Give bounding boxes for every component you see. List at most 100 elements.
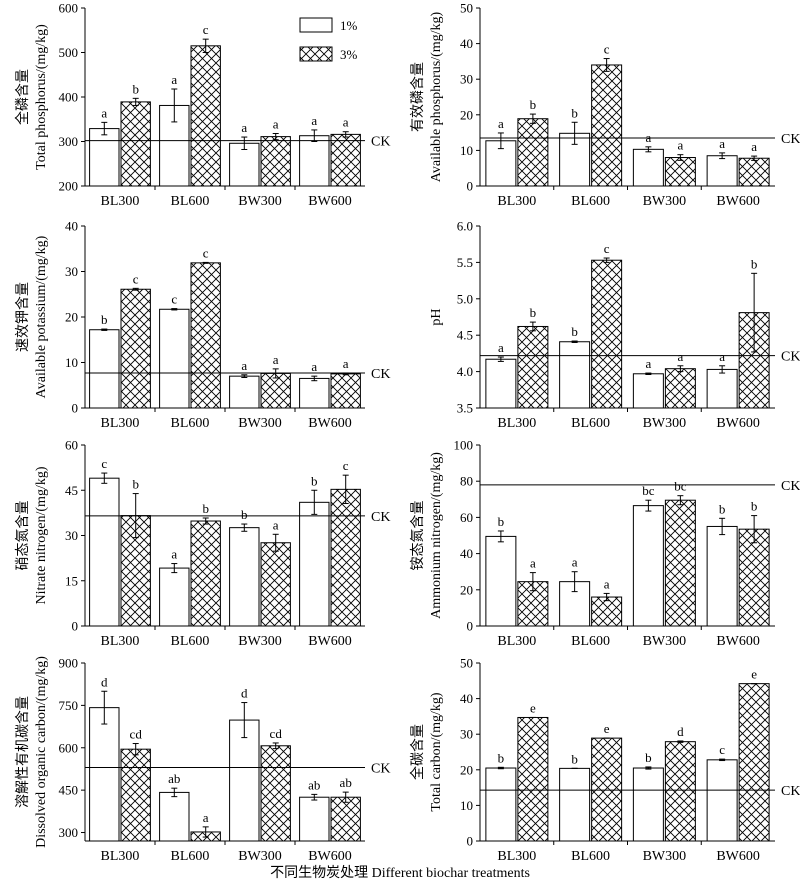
bar-1pct — [485, 358, 517, 409]
y-tick-label: 4.5 — [457, 328, 473, 343]
y-tick-label: 750 — [59, 698, 79, 713]
significance-letter: b — [571, 324, 578, 339]
significance-letter: a — [273, 352, 279, 367]
ck-label: CK — [371, 367, 390, 382]
significance-letter: c — [203, 22, 209, 37]
ck-label: CK — [781, 350, 800, 365]
bar-1pct — [229, 527, 260, 627]
panel-ph: 3.5 4.0 4.5 5.0 5.5 6.0 BL300 a b BL600 b c BW300 a a B… — [429, 219, 800, 432]
y-tick-label: 0 — [72, 619, 79, 634]
y-axis-title-cn: 有效磷含量 — [410, 62, 426, 132]
y-axis-title-cn: 全磷含量 — [14, 69, 31, 125]
y-axis-title-en: Available potassium/(mg/kg) — [34, 235, 49, 398]
significance-letter: a — [604, 576, 610, 591]
y-axis-title-cn: 全碳含量 — [409, 724, 426, 780]
y-tick-label: 6.0 — [457, 219, 473, 234]
x-axis-label: 不同生物炭处理 Different biochar treatments — [270, 866, 530, 881]
significance-letter: b — [311, 473, 318, 488]
significance-letter: a — [498, 340, 504, 355]
bar-3pct — [591, 737, 623, 842]
bar-3pct — [664, 741, 696, 842]
y-tick-label: 900 — [59, 656, 79, 671]
y-axis-title-en: Total phosphorus/(mg/kg) — [34, 24, 49, 170]
significance-letter: a — [498, 116, 504, 131]
bar-3pct — [330, 373, 361, 409]
y-axis-title-cn: 溶解性有机碳含量 — [15, 696, 31, 808]
bar-1pct — [229, 142, 260, 187]
bar-3pct — [664, 368, 696, 409]
x-tick-label: BL600 — [171, 194, 210, 209]
y-tick-label: 30 — [460, 72, 473, 87]
significance-letter: bc — [674, 479, 687, 494]
significance-letter: c — [719, 742, 725, 757]
bar-3pct — [260, 136, 291, 187]
y-tick-label: 40 — [460, 546, 473, 561]
bar-1pct — [89, 329, 120, 409]
bar-1pct — [159, 567, 190, 627]
x-tick-label: BW300 — [238, 849, 282, 864]
ck-label: CK — [371, 135, 390, 150]
x-tick-label: BL600 — [171, 849, 210, 864]
x-tick-label: BL300 — [101, 849, 140, 864]
y-tick-label: 5.0 — [457, 291, 473, 306]
bar-3pct — [738, 683, 770, 842]
y-tick-label: 40 — [65, 219, 78, 234]
significance-letter: e — [530, 700, 536, 715]
bar-3pct — [260, 542, 291, 627]
x-tick-label: BW600 — [308, 194, 352, 209]
y-tick-label: 0 — [467, 834, 474, 849]
bar-3pct — [738, 528, 770, 627]
bar-1pct — [299, 377, 330, 409]
bar-3pct — [517, 118, 549, 187]
significance-letter: a — [241, 120, 247, 135]
y-tick-label: 600 — [59, 740, 79, 755]
y-tick-label: 40 — [460, 36, 473, 51]
bar-1pct — [89, 128, 120, 187]
bar-3pct — [664, 499, 696, 627]
ck-label: CK — [781, 479, 800, 494]
y-tick-label: 10 — [460, 798, 473, 813]
y-tick-label: 3.5 — [457, 401, 473, 416]
bar-3pct — [738, 157, 770, 187]
significance-letter: a — [677, 138, 683, 153]
bar-1pct — [559, 341, 591, 409]
y-tick-label: 20 — [460, 582, 473, 597]
significance-letter: d — [101, 674, 108, 689]
bar-3pct — [330, 133, 361, 187]
significance-letter: b — [498, 514, 505, 529]
significance-letter: d — [241, 686, 248, 701]
significance-letter: b — [241, 507, 248, 522]
bar-3pct — [591, 64, 623, 187]
significance-letter: b — [719, 501, 726, 516]
y-tick-label: 60 — [65, 438, 78, 453]
significance-letter: a — [311, 113, 317, 128]
bar-3pct — [190, 45, 221, 187]
significance-letter: ab — [340, 775, 352, 790]
bar-3pct — [190, 520, 221, 627]
bar-1pct — [159, 104, 190, 187]
x-tick-label: BL600 — [171, 634, 210, 649]
panel-doc: 300 450 600 750 900 BL300 d cd BL600 ab a BW300 d cd B… — [15, 656, 390, 865]
bar-3pct — [120, 748, 151, 842]
panel-nh4: 0 20 40 60 80 100 BL300 b a BL600 a a BW300 bc bc BW600… — [410, 438, 800, 650]
y-axis-title-cn: 硝态氮含量 — [15, 501, 31, 571]
x-tick-label: BL300 — [101, 634, 140, 649]
x-tick-label: BL300 — [101, 416, 140, 431]
bar-1pct — [485, 767, 517, 842]
significance-letter: a — [241, 358, 247, 373]
x-tick-label: BW300 — [643, 634, 687, 649]
panel-ap: 0 10 20 30 40 50 BL300 a b BL600 b c BW300 a a BW600 a a C… — [410, 1, 800, 210]
x-tick-label: BW300 — [238, 194, 282, 209]
significance-letter: a — [645, 356, 651, 371]
significance-letter: a — [311, 359, 317, 374]
y-tick-label: 10 — [65, 355, 78, 370]
x-tick-label: BL600 — [571, 194, 610, 209]
panel-tc: 0 10 20 30 40 50 BL300 b e BL600 b e BW300 b d BW600 c e C… — [409, 656, 800, 865]
bar-1pct — [632, 505, 664, 627]
x-tick-label: BW600 — [716, 416, 760, 431]
y-tick-label: 5.5 — [457, 255, 473, 270]
significance-letter: a — [343, 115, 349, 130]
significance-letter: b — [645, 750, 652, 765]
x-tick-label: BL300 — [497, 194, 536, 209]
x-tick-label: BL600 — [571, 416, 610, 431]
